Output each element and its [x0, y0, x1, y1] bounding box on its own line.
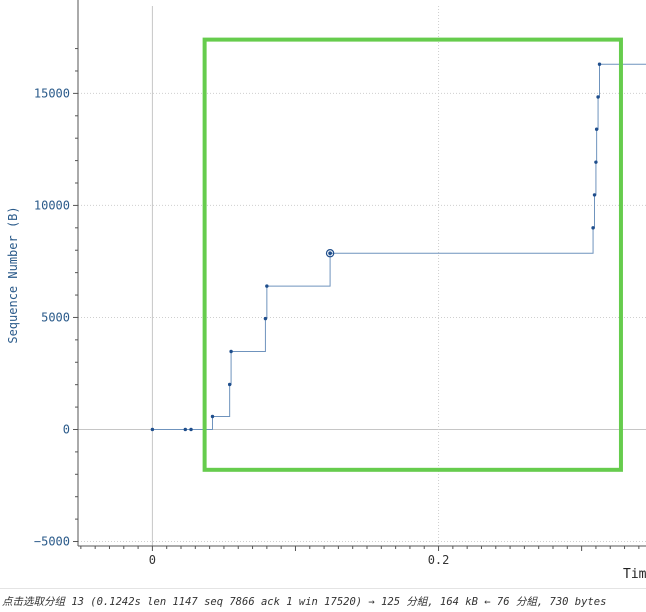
- x-axis-title: Tim: [623, 567, 646, 582]
- y-axis-title: Sequence Number (B): [6, 206, 20, 343]
- status-bar: 点击选取分组 13 (0.1242s len 1147 seq 7866 ack…: [0, 588, 646, 612]
- data-point: [594, 160, 598, 164]
- data-point: [227, 382, 232, 387]
- data-point: [596, 95, 600, 99]
- data-point: [263, 316, 268, 321]
- data-series: [150, 62, 646, 432]
- y-tick-label: 10000: [34, 198, 70, 212]
- data-point: [189, 427, 193, 432]
- y-tick-label: 15000: [34, 86, 70, 100]
- data-point: [229, 349, 233, 354]
- y-tick-label: 0: [63, 422, 70, 436]
- x-tick-label: 0.2: [428, 553, 450, 567]
- data-point: [592, 193, 597, 197]
- data-point: [265, 284, 269, 288]
- selected-point: [328, 251, 332, 256]
- series-step-line: [152, 63, 646, 430]
- data-point: [210, 414, 215, 419]
- data-point: [594, 127, 599, 131]
- data-point: [150, 427, 155, 432]
- y-axis: −5000 0 5000 10000 15000: [34, 0, 79, 549]
- x-axis: 0 0.2: [78, 545, 646, 567]
- data-point: [183, 427, 188, 432]
- y-tick-label: −5000: [34, 535, 70, 549]
- status-text: 点击选取分组 13 (0.1242s len 1147 seq 7866 ack…: [2, 596, 607, 608]
- data-point: [591, 226, 595, 230]
- selected-point-ring: [325, 249, 335, 258]
- data-point: [597, 62, 602, 66]
- grid-lines: [78, 6, 646, 546]
- x-tick-label: 0: [149, 553, 156, 567]
- y-tick-label: 5000: [41, 310, 70, 324]
- zoom-selection-rect[interactable]: [202, 37, 623, 472]
- zoom-box-layer[interactable]: [202, 37, 623, 472]
